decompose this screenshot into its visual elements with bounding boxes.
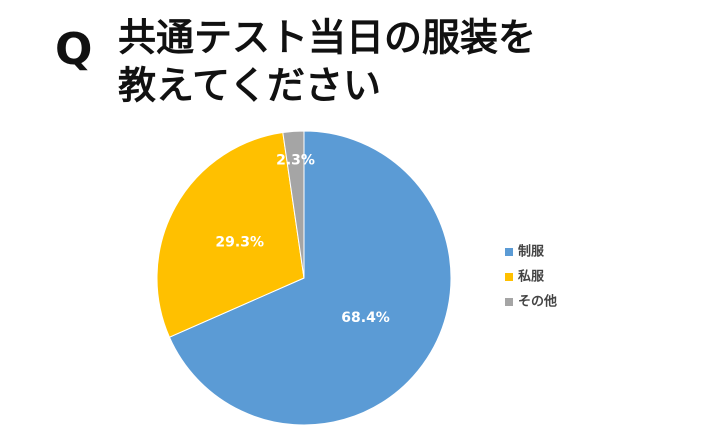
pie-slice: [282, 130, 305, 279]
pie-slice: [156, 131, 305, 338]
legend-label: 制服: [518, 244, 545, 260]
value-label: 29.3%: [215, 234, 264, 250]
value-label: 2.3%: [276, 153, 315, 169]
legend-label: 私服: [518, 269, 545, 285]
chart-title: 共通テスト当日の服装を: [118, 16, 536, 60]
legend-swatch: [505, 298, 513, 306]
legend-swatch: [505, 273, 513, 281]
question-marker: Q: [55, 24, 92, 75]
chart-title: 教えてください: [118, 64, 381, 108]
legend-label: その他: [518, 294, 557, 310]
pie-slice: [168, 130, 452, 426]
value-label: 68.4%: [341, 310, 390, 326]
legend-swatch: [505, 248, 513, 256]
